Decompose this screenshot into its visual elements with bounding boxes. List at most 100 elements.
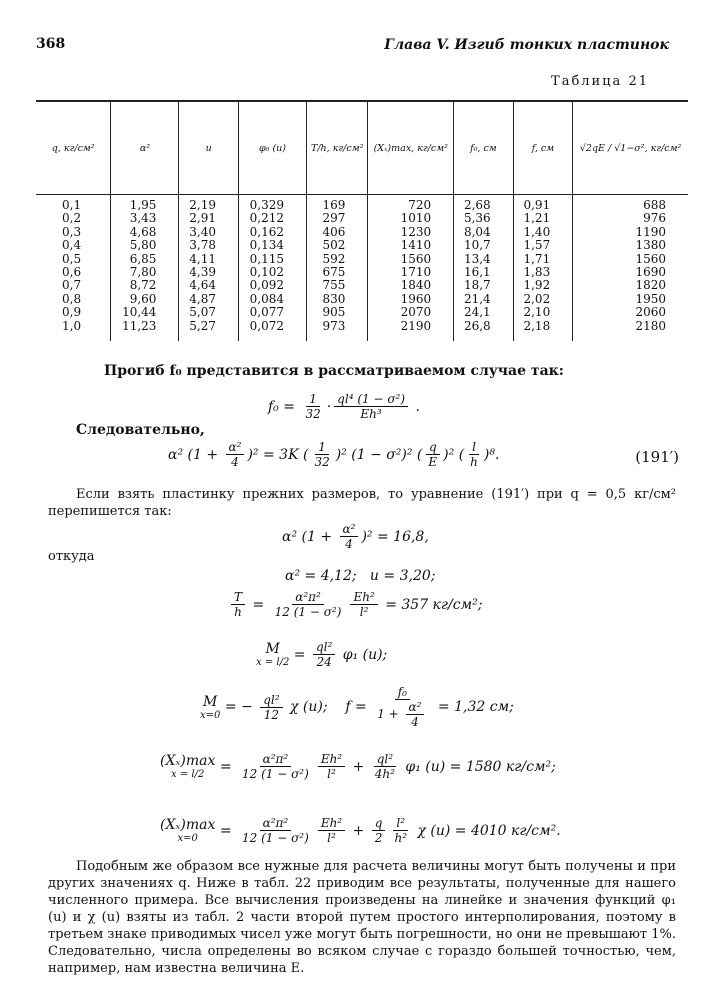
- formula-text: l²: [359, 605, 369, 619]
- formula-text: 24: [316, 655, 332, 669]
- table-cell: 0,077: [237, 305, 307, 320]
- table-cell: 4,64: [178, 279, 239, 293]
- formula-text: )² (1 − σ²)² (: [335, 446, 423, 463]
- fraction: α² 4: [405, 700, 425, 729]
- formula-text: χ (u) = 4010 кг/см².: [413, 822, 561, 839]
- formula-text: 12: [263, 707, 280, 722]
- formula-f0: f₀ = 1 32 · ql⁴ (1 − σ²) Eh³ .: [268, 392, 420, 421]
- formula-Xmax-half: (Xₓ)max x = l/2 = α²π² 12 (1 − σ²) Eh² l² + …: [160, 752, 556, 781]
- table-row: 0,8 9,60 4,87 0,084 830 1960 21,4 2,02 1950: [36, 291, 688, 307]
- formula-text: φ₁ (u);: [338, 646, 388, 663]
- table-caption: Таблица 21: [551, 74, 649, 89]
- formula-text: Eh²: [353, 590, 375, 604]
- table-cell: 720: [367, 194, 454, 213]
- table-row: 0,9 10,44 5,07 0,077 905 2070 24,1 2,10 2060: [36, 305, 688, 320]
- formula-text: 4h²: [374, 767, 395, 781]
- equation-number: (191′): [635, 448, 679, 466]
- table-cell: 1560: [367, 252, 454, 267]
- table-cell: 1,95: [110, 194, 179, 213]
- fraction: α² 4: [225, 440, 245, 469]
- table-cell: 4,68: [110, 225, 179, 240]
- column-header: (Xₓ)max, кг/см²: [367, 100, 454, 195]
- column-header: α²: [110, 100, 179, 195]
- formula-text: 4: [345, 537, 353, 551]
- table-cell: 10,7: [453, 238, 514, 253]
- formula-text: f₀ =: [268, 398, 300, 415]
- subscripted-symbol: (Xₓ)max x = l/2: [160, 753, 216, 780]
- table-cell: 0,7: [62, 278, 82, 293]
- table-cell: 1,0: [62, 318, 82, 333]
- table-cell: 1820: [572, 279, 688, 293]
- formula-text: T: [234, 590, 243, 604]
- formula-text: 12 (1 − σ²): [242, 767, 309, 781]
- table-cell: 6,85: [110, 252, 179, 267]
- column-header: f₀, см: [453, 100, 514, 195]
- table-cell: 830: [305, 292, 368, 307]
- table-cell: 0,6: [62, 265, 82, 280]
- table-cell: 0,3: [62, 224, 82, 239]
- fraction: α²π² 12 (1 − σ²): [272, 590, 345, 619]
- table-cell: 1840: [367, 279, 454, 293]
- formula-text: α² (1 +: [282, 528, 337, 545]
- formula-text: h: [234, 605, 242, 619]
- table-cell: 7,80: [110, 265, 179, 280]
- formula-text: Eh²: [320, 816, 343, 830]
- table-cell: 24,1: [453, 305, 514, 320]
- formula-alpha: α² = 4,12; u = 3,20;: [285, 568, 435, 584]
- table-row: 0,5 6,85 4,11 0,115 592 1560 13,4 1,71 1560: [36, 252, 688, 267]
- table-row: 1,0 11,23 5,27 0,072 973 2190 26,8 2,18 2180: [36, 318, 688, 342]
- formula-text: φ₁ (u) = 1580 кг/см²;: [400, 758, 556, 775]
- table-cell: 21,4: [453, 292, 514, 307]
- formula-text: l²: [327, 831, 336, 845]
- formula-text: h: [470, 455, 478, 469]
- formula-text: α²: [228, 440, 242, 454]
- table-cell: 2,10: [512, 305, 573, 320]
- table-cell: 13,4: [453, 252, 514, 267]
- table-cell: 5,36: [453, 211, 514, 226]
- fraction: ql² 4h²: [372, 752, 398, 781]
- fraction: α² 4: [339, 522, 359, 551]
- table-cell: 502: [305, 238, 368, 253]
- formula-text: = 1,32 см;: [433, 699, 514, 715]
- formula-text: )² = 3K (: [247, 446, 309, 463]
- formula-text: =: [289, 646, 310, 663]
- table-cell: 1410: [367, 238, 454, 253]
- table-cell: 0,212: [237, 211, 307, 226]
- formula-text: =: [248, 596, 269, 613]
- table-cell: 2180: [572, 319, 688, 342]
- table-cell: 0,134: [237, 238, 307, 253]
- fraction: Eh² l²: [317, 816, 346, 845]
- table-cell: 0,91: [512, 194, 573, 213]
- table-row: 0,2 3,43 2,91 0,212 297 1010 5,36 1,21 976: [36, 211, 688, 226]
- formula-text: Eh²: [320, 752, 343, 766]
- formula-text: 32: [305, 407, 321, 421]
- paragraph: Следовательно,: [76, 422, 205, 438]
- table-cell: 0,2: [62, 211, 82, 226]
- fraction: l² h²: [391, 816, 410, 845]
- table-cell: 2,18: [512, 319, 573, 342]
- formula-text: 4: [231, 455, 239, 469]
- formula-text: α²: [408, 700, 422, 714]
- table-cell: 0,329: [237, 194, 307, 213]
- column-header: u: [178, 100, 239, 195]
- formula-Xmax-zero: (Xₓ)max x=0 = α²π² 12 (1 − σ²) Eh² l² + q 2 l²…: [160, 816, 561, 845]
- table-cell: 4,87: [178, 292, 239, 307]
- formula-text: E: [428, 455, 438, 469]
- table-cell: 592: [305, 252, 368, 267]
- table-cell: 2,19: [178, 194, 239, 213]
- paragraph: откуда: [48, 549, 95, 564]
- formula-text: α² = 4,12; u = 3,20;: [285, 568, 436, 584]
- table-cell: 10,44: [110, 305, 179, 320]
- table-cell: 755: [305, 279, 368, 293]
- table-cell: 5,07: [178, 305, 239, 320]
- paragraph: Подобным же образом все нужные для расче…: [48, 859, 676, 976]
- table-cell: 9,60: [110, 292, 179, 307]
- table-cell: 0,8: [62, 291, 82, 306]
- table-cell: 0,092: [237, 279, 307, 293]
- fraction: α²π² 12 (1 − σ²): [239, 816, 312, 845]
- fraction: 1 32: [311, 440, 332, 469]
